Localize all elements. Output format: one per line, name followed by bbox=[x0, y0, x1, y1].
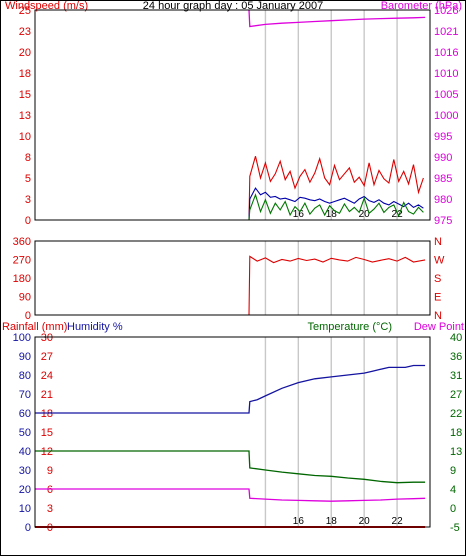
tick-label-left-rain-7: 30 bbox=[19, 465, 31, 477]
tick-label-right-3-2: 31 bbox=[450, 370, 462, 382]
dewpoint-axis-label: Dew Point bbox=[414, 321, 464, 333]
panel-frame-2 bbox=[34, 240, 431, 316]
series-line-panel-1-2 bbox=[35, 193, 424, 221]
tick-label-right-3-9: 0 bbox=[450, 503, 456, 515]
chart-title: 24 hour graph day : 05 January 2007 bbox=[143, 0, 323, 12]
tick-label-left-hum-7: 9 bbox=[47, 465, 53, 477]
windspeed-axis-label: Windspeed (m/s) bbox=[5, 0, 88, 12]
x-tick-label-1-0: 16 bbox=[293, 209, 305, 220]
tick-label-left-rain-6: 40 bbox=[19, 446, 31, 458]
tick-label-left-1-7: 8 bbox=[25, 152, 31, 164]
tick-label-right-2-1: W bbox=[434, 255, 445, 267]
tick-label-left-1-8: 5 bbox=[25, 173, 31, 185]
tick-label-left-1-2: 20 bbox=[19, 47, 31, 59]
tick-label-left-hum-4: 18 bbox=[41, 408, 53, 420]
tick-label-left-1-4: 15 bbox=[19, 89, 31, 101]
tick-label-left-1-6: 10 bbox=[19, 131, 31, 143]
barometer-axis-label: Barometer (hPa) bbox=[381, 0, 462, 12]
wind-direction-line-0 bbox=[35, 255, 426, 316]
tick-label-left-hum-1: 27 bbox=[41, 351, 53, 363]
tick-label-right-2-4: N bbox=[434, 310, 442, 322]
series-line-panel-1-1 bbox=[35, 187, 424, 221]
tick-label-right-2-3: E bbox=[434, 292, 441, 304]
temperature-axis-label: Temperature (°C) bbox=[308, 321, 392, 333]
tick-label-left-rain-0: 100 bbox=[13, 332, 31, 344]
tick-label-right-1-9: 980 bbox=[434, 194, 452, 206]
tick-label-right-1-8: 985 bbox=[434, 173, 452, 185]
tick-label-right-1-2: 1016 bbox=[434, 47, 458, 59]
series-line-panel-1-0 bbox=[35, 156, 424, 221]
x-tick-label-1-2: 20 bbox=[359, 209, 371, 220]
x-tick-label-3-1: 18 bbox=[326, 516, 338, 527]
panel-frame-1 bbox=[34, 9, 431, 221]
tick-label-left-hum-6: 12 bbox=[41, 446, 53, 458]
chart-layer: 24 hour graph day : 05 January 2007 Winds… bbox=[2, 0, 464, 534]
tick-label-left-rain-10: 0 bbox=[25, 522, 31, 534]
tick-label-left-1-9: 3 bbox=[25, 194, 31, 206]
tick-label-right-1-0: 1026 bbox=[434, 5, 458, 17]
tick-label-right-2-2: S bbox=[434, 273, 441, 285]
tick-label-right-3-3: 27 bbox=[450, 389, 462, 401]
tick-label-right-1-7: 990 bbox=[434, 152, 452, 164]
tick-label-right-3-8: 4 bbox=[450, 484, 456, 496]
tick-label-left-rain-4: 60 bbox=[19, 408, 31, 420]
rainfall-axis-label: Rainfall (mm) bbox=[2, 321, 67, 333]
tick-label-left-rain-3: 70 bbox=[19, 389, 31, 401]
panel-frame-3 bbox=[34, 336, 431, 528]
tick-label-left-1-3: 18 bbox=[19, 68, 31, 80]
tick-label-left-hum-9: 3 bbox=[47, 503, 53, 515]
tick-label-left-hum-3: 21 bbox=[41, 389, 53, 401]
tick-label-left-rain-5: 50 bbox=[19, 427, 31, 439]
tick-label-right-1-1: 1021 bbox=[434, 26, 458, 38]
tick-label-right-3-4: 22 bbox=[450, 408, 462, 420]
x-tick-label-3-0: 16 bbox=[293, 516, 305, 527]
tick-label-right-3-1: 36 bbox=[450, 351, 462, 363]
tick-label-left-hum-5: 15 bbox=[41, 427, 53, 439]
x-tick-label-3-2: 20 bbox=[359, 516, 371, 527]
tick-label-right-1-5: 1000 bbox=[434, 110, 458, 122]
tick-label-left-hum-0: 30 bbox=[41, 332, 53, 344]
tick-label-right-1-3: 1010 bbox=[434, 68, 458, 80]
tick-label-right-3-10: -5 bbox=[450, 522, 460, 534]
tick-label-left-1-5: 13 bbox=[19, 110, 31, 122]
humidity-axis-label: Humidity % bbox=[67, 321, 123, 333]
series-line-panel-1-3 bbox=[248, 9, 426, 28]
tick-label-left-2-4: 0 bbox=[25, 310, 31, 322]
tick-label-left-hum-2: 24 bbox=[41, 370, 53, 382]
x-tick-label-1-1: 18 bbox=[326, 209, 338, 220]
tick-label-right-3-0: 40 bbox=[450, 332, 462, 344]
tick-label-right-1-4: 1005 bbox=[434, 89, 458, 101]
series-line-panel-3-2 bbox=[35, 450, 426, 484]
series-line-panel-3-1 bbox=[35, 364, 426, 414]
tick-label-right-3-5: 18 bbox=[450, 427, 462, 439]
tick-label-right-1-6: 995 bbox=[434, 131, 452, 143]
tick-label-right-3-6: 13 bbox=[450, 446, 462, 458]
x-tick-label-1-3: 22 bbox=[392, 209, 404, 220]
tick-label-left-1-1: 23 bbox=[19, 26, 31, 38]
tick-label-left-hum-8: 6 bbox=[47, 484, 53, 496]
x-tick-label-3-3: 22 bbox=[392, 516, 404, 527]
tick-label-right-3-7: 9 bbox=[450, 465, 456, 477]
tick-label-left-2-0: 360 bbox=[13, 236, 31, 248]
tick-label-left-2-2: 180 bbox=[13, 273, 31, 285]
tick-label-left-rain-1: 90 bbox=[19, 351, 31, 363]
tick-label-left-rain-9: 10 bbox=[19, 503, 31, 515]
tick-label-left-1-0: 25 bbox=[19, 5, 31, 17]
tick-label-left-2-1: 270 bbox=[13, 255, 31, 267]
tick-label-left-1-10: 0 bbox=[25, 215, 31, 227]
tick-label-right-2-0: N bbox=[434, 236, 442, 248]
series-line-panel-3-3 bbox=[35, 488, 426, 502]
tick-label-right-1-10: 975 bbox=[434, 215, 452, 227]
tick-label-left-rain-2: 80 bbox=[19, 370, 31, 382]
tick-label-left-rain-8: 20 bbox=[19, 484, 31, 496]
tick-label-left-2-3: 90 bbox=[19, 292, 31, 304]
